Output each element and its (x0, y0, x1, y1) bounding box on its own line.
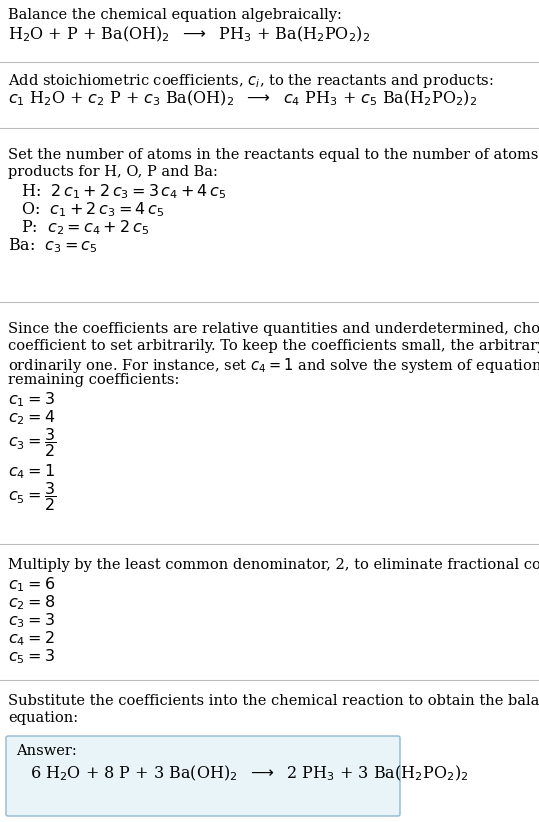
Text: $c_3 = \dfrac{3}{2}$: $c_3 = \dfrac{3}{2}$ (8, 426, 56, 459)
Text: Answer:: Answer: (16, 744, 77, 758)
Text: $c_4 = 1$: $c_4 = 1$ (8, 462, 55, 481)
Text: H$_2$O + P + Ba(OH)$_2$  $\longrightarrow$  PH$_3$ + Ba(H$_2$PO$_2$)$_2$: H$_2$O + P + Ba(OH)$_2$ $\longrightarrow… (8, 25, 370, 44)
Text: coefficient to set arbitrarily. To keep the coefficients small, the arbitrary va: coefficient to set arbitrarily. To keep … (8, 339, 539, 353)
Text: equation:: equation: (8, 711, 78, 725)
Text: Multiply by the least common denominator, 2, to eliminate fractional coefficient: Multiply by the least common denominator… (8, 558, 539, 572)
Text: O:  $c_1 + 2\,c_3 = 4\,c_5$: O: $c_1 + 2\,c_3 = 4\,c_5$ (16, 200, 164, 219)
Text: ordinarily one. For instance, set $c_4 = 1$ and solve the system of equations fo: ordinarily one. For instance, set $c_4 =… (8, 356, 539, 375)
Text: Balance the chemical equation algebraically:: Balance the chemical equation algebraica… (8, 8, 342, 22)
Text: $c_5 = 3$: $c_5 = 3$ (8, 647, 55, 666)
Text: $c_1 = 3$: $c_1 = 3$ (8, 390, 55, 409)
Text: Substitute the coefficients into the chemical reaction to obtain the balanced: Substitute the coefficients into the che… (8, 694, 539, 708)
FancyBboxPatch shape (6, 736, 400, 816)
Text: Ba:  $c_3 = c_5$: Ba: $c_3 = c_5$ (8, 236, 98, 255)
Text: 6 H$_2$O + 8 P + 3 Ba(OH)$_2$  $\longrightarrow$  2 PH$_3$ + 3 Ba(H$_2$PO$_2$)$_: 6 H$_2$O + 8 P + 3 Ba(OH)$_2$ $\longrigh… (30, 764, 468, 783)
Text: Add stoichiometric coefficients, $c_i$, to the reactants and products:: Add stoichiometric coefficients, $c_i$, … (8, 72, 494, 90)
Text: $c_4 = 2$: $c_4 = 2$ (8, 629, 54, 648)
Text: $c_2 = 8$: $c_2 = 8$ (8, 593, 55, 612)
Text: Since the coefficients are relative quantities and underdetermined, choose a: Since the coefficients are relative quan… (8, 322, 539, 336)
Text: P:  $c_2 = c_4 + 2\,c_5$: P: $c_2 = c_4 + 2\,c_5$ (16, 218, 149, 237)
Text: $c_3 = 3$: $c_3 = 3$ (8, 611, 55, 630)
Text: products for H, O, P and Ba:: products for H, O, P and Ba: (8, 165, 218, 179)
Text: Set the number of atoms in the reactants equal to the number of atoms in the: Set the number of atoms in the reactants… (8, 148, 539, 162)
Text: $c_1 = 6$: $c_1 = 6$ (8, 575, 55, 593)
Text: $c_5 = \dfrac{3}{2}$: $c_5 = \dfrac{3}{2}$ (8, 480, 56, 513)
Text: remaining coefficients:: remaining coefficients: (8, 373, 179, 387)
Text: $c_2 = 4$: $c_2 = 4$ (8, 408, 55, 427)
Text: $c_1$ H$_2$O + $c_2$ P + $c_3$ Ba(OH)$_2$  $\longrightarrow$  $c_4$ PH$_3$ + $c_: $c_1$ H$_2$O + $c_2$ P + $c_3$ Ba(OH)$_2… (8, 89, 478, 109)
Text: H:  $2\,c_1 + 2\,c_3 = 3\,c_4 + 4\,c_5$: H: $2\,c_1 + 2\,c_3 = 3\,c_4 + 4\,c_5$ (16, 182, 226, 201)
